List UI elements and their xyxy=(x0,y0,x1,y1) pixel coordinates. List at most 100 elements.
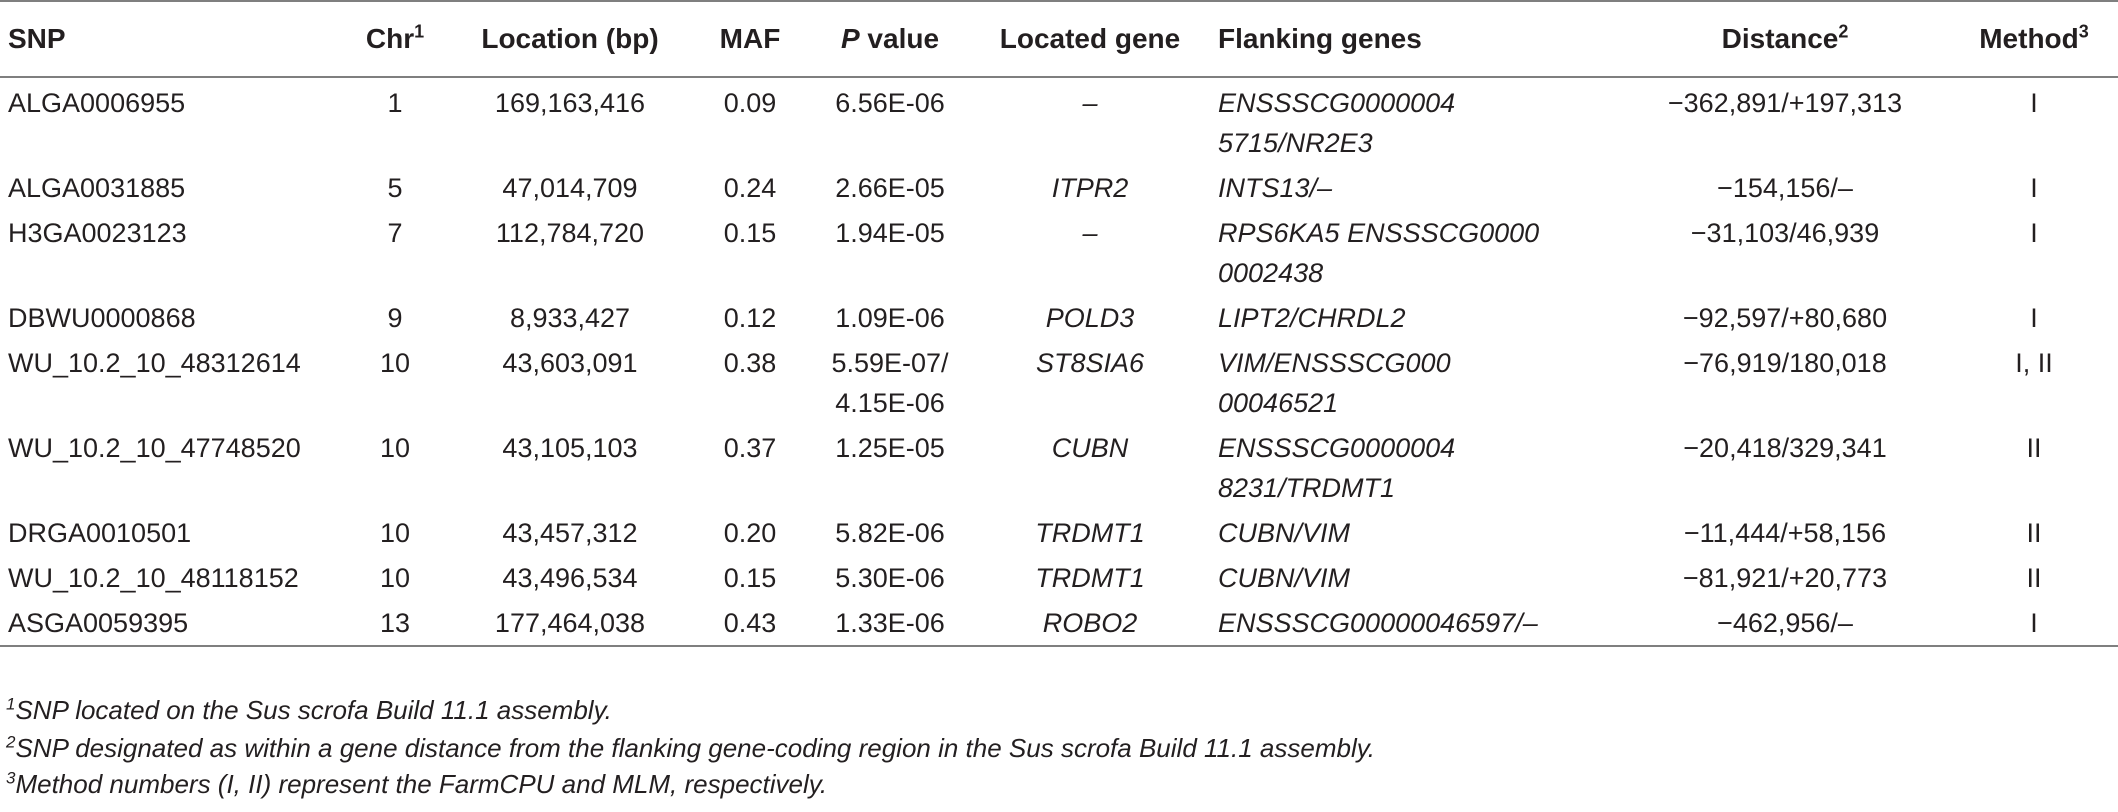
cell-maf: 0.37 xyxy=(723,433,777,463)
table-row: WU_10.2_10_47748520 10 43,105,103 0.37 1.25E… xyxy=(0,423,2118,508)
table-row: ALGA0031885 5 47,014,709 0.24 2.66E-05 ITPR2 I… xyxy=(0,163,2118,208)
footnote: 2SNP designated as within a gene distanc… xyxy=(6,732,1376,763)
cell-snp: WU_10.2_10_48118152 xyxy=(8,563,299,593)
header-location: Location (bp) xyxy=(450,0,690,78)
cell-flanking-genes: LIPT2/CHRDL2 xyxy=(1218,303,1406,333)
header-snp: SNP xyxy=(0,0,340,78)
cell-distance: −462,956/– xyxy=(1620,598,1950,647)
cell-location: 177,464,038 xyxy=(450,598,690,647)
cell-located-gene: TRDMT1 xyxy=(1035,563,1145,593)
header-flanking-genes: Flanking genes xyxy=(1210,0,1620,78)
cell-distance: −31,103/46,939 xyxy=(1690,218,1880,248)
cell-maf: 0.15 xyxy=(723,218,777,248)
cell-maf: 0.15 xyxy=(723,563,777,593)
cell-chr: 10 xyxy=(379,433,411,463)
cell-p-value: 1.94E-05 xyxy=(835,218,945,248)
cell-flanking-genes: ENSSSCG00000046597/– xyxy=(1210,598,1620,647)
cell-chr: 9 xyxy=(387,303,403,333)
cell-chr: 10 xyxy=(379,563,411,593)
cell-distance: −92,597/+80,680 xyxy=(1682,303,1888,333)
cell-distance: −76,919/180,018 xyxy=(1683,348,1887,378)
cell-maf: 0.43 xyxy=(690,598,810,647)
cell-chr: 10 xyxy=(379,348,411,378)
cell-p-value: 2.66E-05 xyxy=(835,173,945,203)
snp-table: SNP Chr1 Location (bp) MAF P value Locat… xyxy=(0,0,2118,647)
cell-flanking-genes: ENSSSCG0000004 5715/NR2E3 xyxy=(1218,88,1456,158)
cell-p-value: 6.56E-06 xyxy=(835,88,945,118)
header-p-value: P value xyxy=(810,0,970,78)
cell-location: 47,014,709 xyxy=(502,173,638,203)
cell-p-value: 5.30E-06 xyxy=(835,563,945,593)
cell-flanking-genes: VIM/ENSSSCG000 00046521 xyxy=(1218,348,1451,418)
cell-flanking-genes: CUBN/VIM xyxy=(1218,518,1351,548)
cell-distance: −11,444/+58,156 xyxy=(1683,518,1887,548)
cell-snp: WU_10.2_10_47748520 xyxy=(8,433,301,463)
cell-chr: 1 xyxy=(387,88,403,118)
table-row: ASGA0059395 13 177,464,038 0.43 1.33E-06 ROBO… xyxy=(0,598,2118,647)
cell-p-value: 1.33E-06 xyxy=(810,598,970,647)
table-row: DRGA0010501 10 43,457,312 0.20 5.82E-06 TRDMT… xyxy=(0,508,2118,553)
cell-maf: 0.38 xyxy=(723,348,777,378)
cell-method: I xyxy=(2030,303,2038,333)
cell-located-gene: TRDMT1 xyxy=(1035,518,1145,548)
cell-located-gene: – xyxy=(1082,88,1098,118)
cell-location: 43,496,534 xyxy=(502,563,638,593)
cell-snp: DBWU0000868 xyxy=(8,303,196,333)
cell-method: I xyxy=(1950,598,2118,647)
header-method: Method3 xyxy=(1950,0,2118,78)
cell-located-gene: POLD3 xyxy=(1045,303,1135,333)
cell-distance: −362,891/+197,313 xyxy=(1667,88,1903,118)
cell-located-gene: ROBO2 xyxy=(970,598,1210,647)
cell-location: 112,784,720 xyxy=(495,218,645,248)
cell-method: I xyxy=(2030,218,2038,248)
cell-chr: 7 xyxy=(387,218,403,248)
table-row: WU_10.2_10_48118152 10 43,496,534 0.15 5.30E… xyxy=(0,553,2118,598)
footnote: 1SNP located on the Sus scrofa Build 11.… xyxy=(6,694,612,725)
cell-method: II xyxy=(2026,433,2042,463)
cell-p-value: 1.25E-05 xyxy=(835,433,945,463)
table-row: H3GA0023123 7 112,784,720 0.15 1.94E-05 – RPS6… xyxy=(0,208,2118,293)
cell-snp: H3GA0023123 xyxy=(8,218,187,248)
cell-p-value: 5.59E-07/4.15E-06 xyxy=(831,348,949,418)
cell-snp: ALGA0006955 xyxy=(8,88,186,118)
table-row: DBWU0000868 9 8,933,427 0.12 1.09E-06 POLD3 LI… xyxy=(0,293,2118,338)
header-row: SNP Chr1 Location (bp) MAF P value Locat… xyxy=(0,0,2118,78)
cell-snp: DRGA0010501 xyxy=(8,518,192,548)
cell-method: I, II xyxy=(2015,348,2053,378)
cell-flanking-genes: RPS6KA5 ENSSSCG0000 0002438 xyxy=(1218,218,1540,288)
cell-method: I xyxy=(2030,173,2038,203)
cell-flanking-genes: CUBN/VIM xyxy=(1218,563,1351,593)
cell-maf: 0.20 xyxy=(723,518,777,548)
footnote: 3Method numbers (I, II) represent the Fa… xyxy=(6,768,828,799)
cell-method: II xyxy=(2026,563,2042,593)
header-located-gene: Located gene xyxy=(970,0,1210,78)
cell-distance: −20,418/329,341 xyxy=(1683,433,1887,463)
cell-flanking-genes: ENSSSCG0000004 8231/TRDMT1 xyxy=(1218,433,1456,503)
cell-chr: 10 xyxy=(379,518,411,548)
cell-location: 43,603,091 xyxy=(502,348,638,378)
cell-location: 8,933,427 xyxy=(509,303,631,333)
cell-located-gene: – xyxy=(1082,218,1098,248)
cell-maf: 0.09 xyxy=(723,88,777,118)
cell-chr: 5 xyxy=(387,173,403,203)
cell-located-gene: ST8SIA6 xyxy=(1035,348,1145,378)
cell-location: 43,105,103 xyxy=(502,433,638,463)
cell-flanking-genes: INTS13/– xyxy=(1218,173,1333,203)
cell-p-value: 5.82E-06 xyxy=(835,518,945,548)
cell-maf: 0.24 xyxy=(723,173,777,203)
header-maf: MAF xyxy=(690,0,810,78)
cell-distance: −154,156/– xyxy=(1717,173,1853,203)
cell-location: 169,163,416 xyxy=(494,88,646,118)
cell-maf: 0.12 xyxy=(723,303,777,333)
cell-p-value: 1.09E-06 xyxy=(835,303,945,333)
cell-snp: WU_10.2_10_48312614 xyxy=(8,348,301,378)
cell-located-gene: ITPR2 xyxy=(1051,173,1129,203)
table-row: WU_10.2_10_48312614 10 43,603,091 0.38 5.59E… xyxy=(0,338,2118,423)
cell-distance: −81,921/+20,773 xyxy=(1682,563,1888,593)
cell-location: 43,457,312 xyxy=(502,518,638,548)
cell-method: I xyxy=(2030,88,2038,118)
cell-located-gene: CUBN xyxy=(1051,433,1129,463)
header-chr: Chr1 xyxy=(340,0,450,78)
table-row: ALGA0006955 1 169,163,416 0.09 6.56E-06 – ENSS… xyxy=(0,77,2118,163)
cell-snp: ASGA0059395 xyxy=(0,598,340,647)
